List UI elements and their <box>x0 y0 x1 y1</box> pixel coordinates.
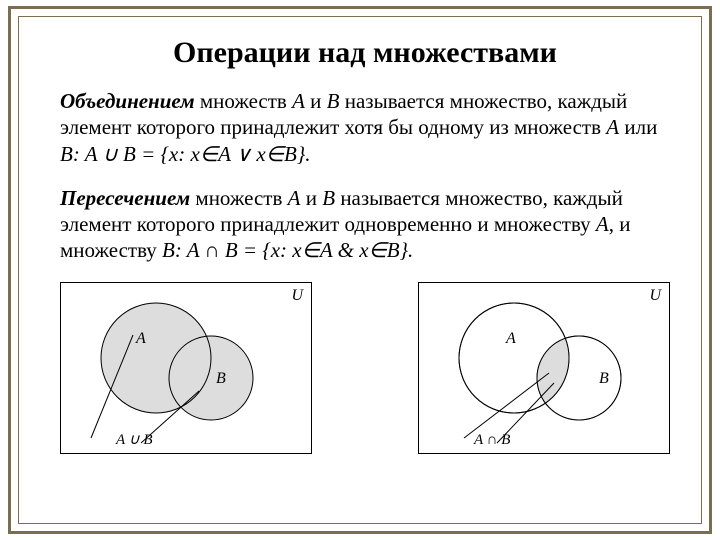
formula-intersection: : A ∩ B = {x: x∈A & x∈B}. <box>175 238 413 262</box>
definition-intersection: Пересечением множеств A и B называется м… <box>60 185 670 264</box>
formula-union: : A ∪ B = {x: x∈A ∨ x∈B}. <box>73 142 311 166</box>
term-union: Объединением <box>60 89 195 113</box>
universe-label: U <box>291 287 303 305</box>
t: и <box>300 186 322 210</box>
definition-union: Объединением множеств A и B называется м… <box>60 88 670 167</box>
sym-b: B <box>322 186 335 210</box>
t: множеств <box>190 186 288 210</box>
figure-union: U A B A ∪ B <box>60 282 312 454</box>
t: множеств <box>195 89 293 113</box>
t: и <box>305 89 327 113</box>
page-title: Операции над множествами <box>60 36 670 70</box>
caption-union: A ∪ B <box>116 430 153 449</box>
pointer-a <box>464 373 549 438</box>
t: или <box>619 115 657 139</box>
content-area: Операции над множествами Объединением мн… <box>60 36 670 510</box>
sym-a: A <box>292 89 305 113</box>
label-a: A <box>135 330 146 347</box>
sym-b: B <box>162 238 175 262</box>
venn-union-svg: A B <box>61 283 311 453</box>
figures-row: U A B A ∪ B U <box>60 282 670 454</box>
sym-a: A <box>606 115 619 139</box>
slide: Операции над множествами Объединением мн… <box>0 0 720 540</box>
label-b: B <box>599 370 609 387</box>
caption-intersection: A ∩ B <box>474 432 510 449</box>
venn-intersection-svg: A B <box>419 283 669 453</box>
sym-a: A <box>288 186 301 210</box>
term-intersection: Пересечением <box>60 186 190 210</box>
label-a: A <box>505 330 516 347</box>
figure-intersection: U A B <box>418 282 670 454</box>
sym-a: A <box>596 212 609 236</box>
universe-label: U <box>649 287 661 305</box>
label-b: B <box>216 370 226 387</box>
sym-b: B <box>60 142 73 166</box>
sym-b: B <box>327 89 340 113</box>
